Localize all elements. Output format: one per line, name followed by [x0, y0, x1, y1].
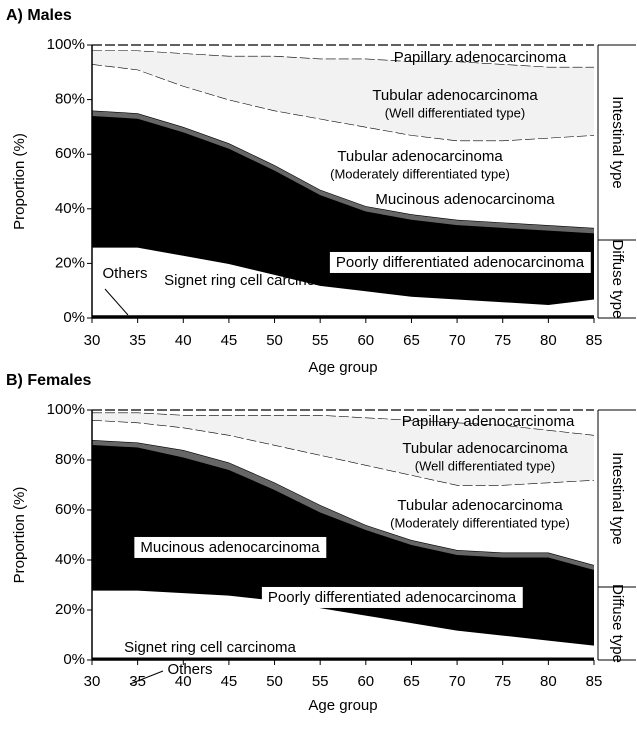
area	[92, 440, 594, 570]
series-label: Others	[167, 661, 212, 678]
leader-line	[104, 288, 129, 316]
x-tick-label: 70	[449, 332, 466, 349]
area	[92, 412, 594, 485]
x-tick-label: 35	[129, 332, 146, 349]
x-axis-label: Age group	[308, 359, 377, 376]
series-name: Mucinous adenocarcinoma	[375, 191, 555, 208]
x-tick-label: 30	[84, 673, 101, 690]
x-tick-label: 55	[312, 673, 329, 690]
x-tick-label: 45	[221, 673, 238, 690]
series-name: Signet ring cell carcinoma	[164, 272, 336, 289]
y-tick-label: 80%	[55, 451, 85, 468]
x-axis-label: Age group	[308, 697, 377, 714]
series-label: Mucinous adenocarcinoma	[134, 536, 327, 558]
y-tick-label: 60%	[55, 501, 85, 518]
panel: B) Females0%20%40%60%80%100%303540455055…	[6, 372, 636, 714]
y-tick-label: 80%	[55, 91, 85, 108]
series-label: Others	[102, 265, 147, 282]
group-label: Diffuse type	[609, 584, 626, 663]
series-label: Tubular adenocarcinoma(Well differentiat…	[372, 87, 538, 120]
x-tick-label: 85	[586, 332, 603, 349]
x-tick-label: 80	[540, 673, 557, 690]
x-tick-label: 40	[175, 332, 192, 349]
y-tick-label: 20%	[55, 601, 85, 618]
x-tick-label: 55	[312, 332, 329, 349]
y-tick-label: 40%	[55, 200, 85, 217]
label-box	[134, 536, 327, 558]
label-box	[261, 586, 523, 608]
x-tick-label: 65	[403, 673, 420, 690]
x-tick-label: 60	[357, 673, 374, 690]
y-tick-label: 60%	[55, 145, 85, 162]
series-label: Tubular adenocarcinoma(Moderately differ…	[330, 148, 510, 181]
area	[92, 50, 594, 141]
area	[92, 420, 594, 565]
x-tick-label: 75	[494, 332, 511, 349]
area	[92, 590, 594, 658]
group-label: Intestinal type	[609, 96, 626, 189]
group-label: Diffuse type	[609, 240, 626, 319]
series-note: (Moderately differentiated type)	[390, 515, 570, 530]
series-name: Others	[102, 265, 147, 282]
y-tick-label: 0%	[63, 651, 85, 668]
group-bracket	[597, 586, 636, 661]
area	[92, 64, 594, 228]
x-tick-label: 60	[357, 332, 374, 349]
series-name: Others	[167, 661, 212, 678]
x-tick-label: 30	[84, 332, 101, 349]
series-note: (Well differentiated type)	[385, 105, 525, 120]
series-label: Tubular adenocarcinoma(Moderately differ…	[390, 497, 570, 530]
series-name: Tubular adenocarcinoma	[372, 87, 538, 104]
series-label: Poorly differentiated adenocarcinoma	[329, 251, 591, 273]
x-tick-label: 40	[175, 673, 192, 690]
x-tick-label: 50	[266, 673, 283, 690]
area	[92, 45, 594, 67]
series-label: Papillary adenocarcinoma	[402, 413, 575, 430]
panel: A) Males 0% 20% 40% 60% 80% 100% 30 35 40 45 50 55 60…	[6, 7, 636, 376]
series-label: Tubular adenocarcinoma(Well differentiat…	[402, 440, 568, 473]
panel-title: B) Females	[6, 372, 91, 389]
areas	[91, 409, 595, 660]
leader-line	[129, 670, 164, 685]
group-bracket	[597, 239, 636, 319]
series-name: Mucinous adenocarcinoma	[140, 539, 320, 556]
area	[92, 410, 594, 435]
x-tick-label: 85	[586, 673, 603, 690]
x-tick-label: 75	[494, 673, 511, 690]
y-axis-label: Proportion (%)	[11, 133, 28, 230]
series-label: Signet ring cell carcinoma	[124, 639, 296, 656]
label-box	[329, 251, 591, 273]
y-tick-label: 0%	[63, 309, 85, 326]
series-label: Papillary adenocarcinoma	[394, 49, 567, 66]
series-name: Poorly differentiated adenocarcinoma	[268, 589, 517, 606]
area	[92, 110, 594, 234]
series-note: (Moderately differentiated type)	[330, 166, 510, 181]
x-tick-label: 80	[540, 332, 557, 349]
series-label: Signet ring cell carcinoma	[164, 272, 336, 289]
y-tick-label: 40%	[55, 551, 85, 568]
series-name: Signet ring cell carcinoma	[124, 639, 296, 656]
series-name: Papillary adenocarcinoma	[394, 49, 567, 66]
y-tick-label: 100%	[47, 36, 85, 53]
series-name: Tubular adenocarcinoma	[397, 497, 563, 514]
series-label: Mucinous adenocarcinoma	[375, 191, 555, 208]
panel-title: A) Males	[6, 7, 72, 24]
series-name: Tubular adenocarcinoma	[337, 148, 503, 165]
series-name: Poorly differentiated adenocarcinoma	[336, 254, 585, 271]
series-label: Poorly differentiated adenocarcinoma	[261, 586, 523, 608]
y-axis-label: Proportion (%)	[11, 487, 28, 584]
area	[92, 247, 594, 316]
series-name: Papillary adenocarcinoma	[402, 413, 575, 430]
group-label: Intestinal type	[609, 452, 626, 545]
series-name: Tubular adenocarcinoma	[402, 440, 568, 457]
x-tick-label: 50	[266, 332, 283, 349]
y-tick-label: 20%	[55, 254, 85, 271]
x-tick-label: 45	[221, 332, 238, 349]
y-tick-label: 100%	[47, 401, 85, 418]
x-tick-label: 65	[403, 332, 420, 349]
series-note: (Well differentiated type)	[415, 458, 555, 473]
x-tick-label: 70	[449, 673, 466, 690]
